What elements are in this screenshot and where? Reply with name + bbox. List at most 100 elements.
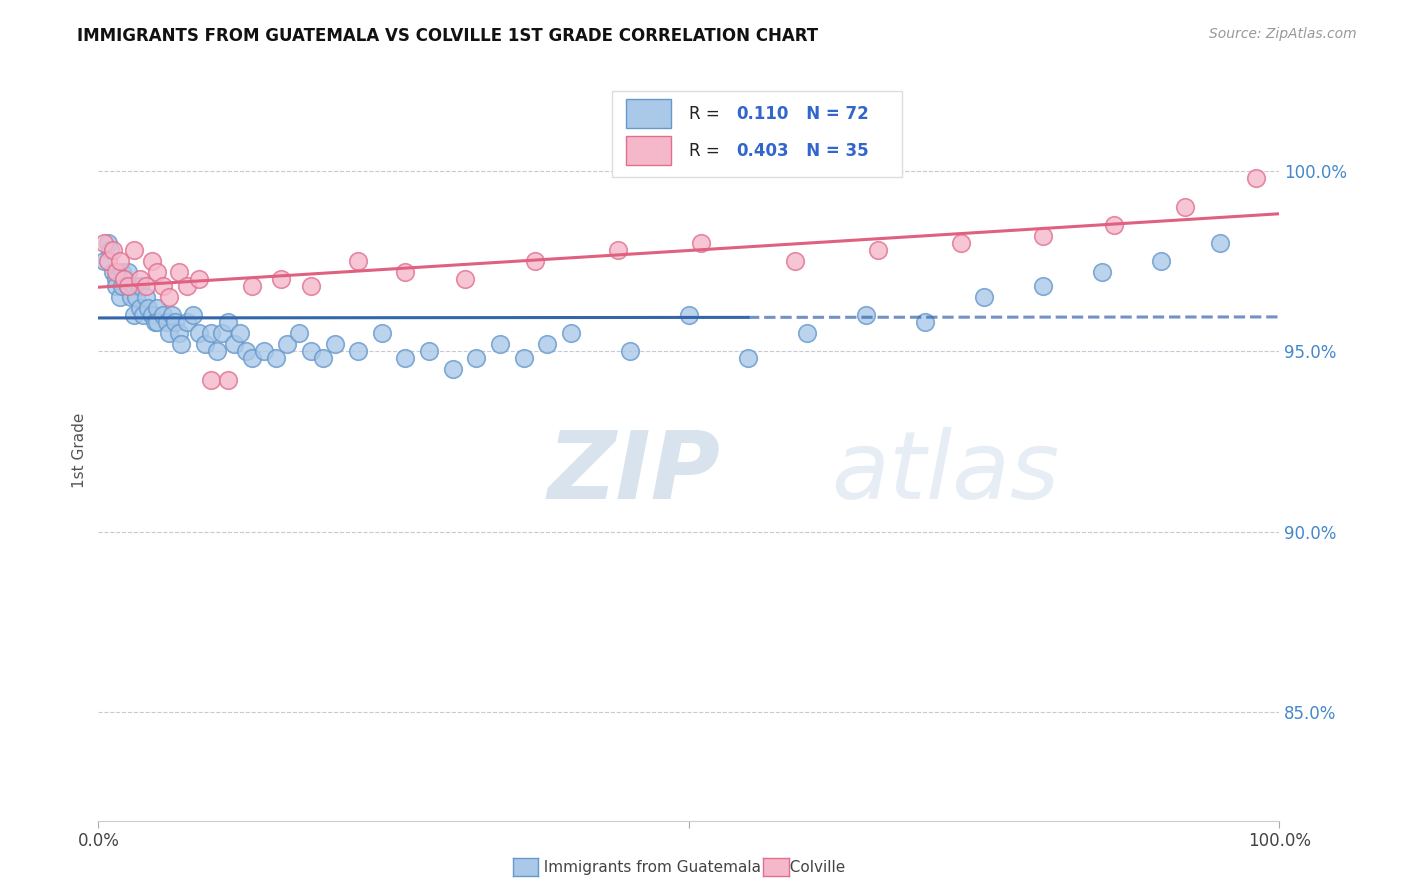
- Point: [176, 279, 198, 293]
- Point: [489, 337, 512, 351]
- Text: Colville: Colville: [780, 860, 845, 874]
- Point: [866, 243, 889, 257]
- Point: [211, 326, 233, 340]
- Point: [93, 235, 115, 250]
- Point: [157, 326, 180, 340]
- Point: [167, 326, 190, 340]
- Point: [785, 253, 807, 268]
- Point: [200, 326, 222, 340]
- Point: [394, 351, 416, 366]
- Point: [914, 315, 936, 329]
- Point: [949, 235, 972, 250]
- Point: [1091, 265, 1114, 279]
- Text: 0.403: 0.403: [737, 142, 789, 160]
- Point: [200, 373, 222, 387]
- Point: [394, 265, 416, 279]
- Text: 0.110: 0.110: [737, 104, 789, 122]
- Point: [97, 235, 120, 250]
- Point: [323, 337, 346, 351]
- Point: [855, 308, 877, 322]
- Point: [93, 253, 115, 268]
- Point: [101, 243, 124, 257]
- Point: [270, 272, 292, 286]
- Point: [299, 279, 322, 293]
- Point: [111, 265, 134, 279]
- Y-axis label: 1st Grade: 1st Grade: [72, 413, 87, 488]
- Point: [194, 337, 217, 351]
- Point: [689, 235, 711, 250]
- Point: [146, 301, 169, 315]
- Point: [170, 337, 193, 351]
- Point: [678, 308, 700, 322]
- Point: [122, 279, 145, 293]
- FancyBboxPatch shape: [612, 91, 901, 177]
- Point: [143, 315, 166, 329]
- Point: [176, 315, 198, 329]
- Point: [217, 373, 239, 387]
- Point: [146, 265, 169, 279]
- Point: [240, 279, 263, 293]
- Text: Source: ZipAtlas.com: Source: ZipAtlas.com: [1209, 27, 1357, 41]
- Point: [264, 351, 287, 366]
- Point: [117, 265, 139, 279]
- Point: [187, 326, 209, 340]
- Point: [441, 362, 464, 376]
- Point: [524, 253, 547, 268]
- Point: [453, 272, 475, 286]
- Point: [122, 243, 145, 257]
- Point: [160, 308, 183, 322]
- Point: [156, 315, 179, 329]
- Point: [371, 326, 394, 340]
- Point: [167, 265, 190, 279]
- Point: [141, 308, 163, 322]
- Point: [276, 337, 298, 351]
- Point: [105, 265, 128, 279]
- Point: [796, 326, 818, 340]
- Point: [157, 290, 180, 304]
- Point: [1150, 253, 1173, 268]
- Point: [299, 344, 322, 359]
- Bar: [626, 136, 671, 165]
- Point: [135, 279, 157, 293]
- Point: [128, 272, 150, 286]
- Point: [105, 279, 128, 293]
- Point: [98, 243, 121, 257]
- Point: [240, 351, 263, 366]
- Point: [187, 272, 209, 286]
- Point: [128, 279, 150, 293]
- Point: [122, 308, 145, 322]
- Point: [112, 272, 135, 286]
- Text: R =: R =: [689, 104, 725, 122]
- Point: [973, 290, 995, 304]
- Text: R =: R =: [689, 142, 725, 160]
- Text: N = 35: N = 35: [789, 142, 869, 160]
- Point: [1032, 279, 1054, 293]
- Point: [512, 351, 534, 366]
- Point: [108, 253, 131, 268]
- Point: [253, 344, 276, 359]
- Bar: [626, 99, 671, 128]
- Text: N = 72: N = 72: [789, 104, 869, 122]
- Point: [136, 301, 159, 315]
- Point: [112, 272, 135, 286]
- Point: [465, 351, 488, 366]
- Point: [101, 265, 124, 279]
- Point: [135, 290, 157, 304]
- Point: [217, 315, 239, 329]
- Text: ZIP: ZIP: [547, 426, 720, 518]
- Point: [536, 337, 558, 351]
- Point: [117, 279, 139, 293]
- Point: [737, 351, 759, 366]
- Point: [224, 337, 246, 351]
- Point: [560, 326, 582, 340]
- Point: [312, 351, 335, 366]
- Point: [117, 279, 139, 293]
- Point: [418, 344, 440, 359]
- Point: [347, 344, 370, 359]
- Point: [125, 290, 148, 304]
- Point: [132, 308, 155, 322]
- Point: [1174, 200, 1197, 214]
- Point: [205, 344, 228, 359]
- Point: [105, 272, 128, 286]
- Point: [165, 315, 187, 329]
